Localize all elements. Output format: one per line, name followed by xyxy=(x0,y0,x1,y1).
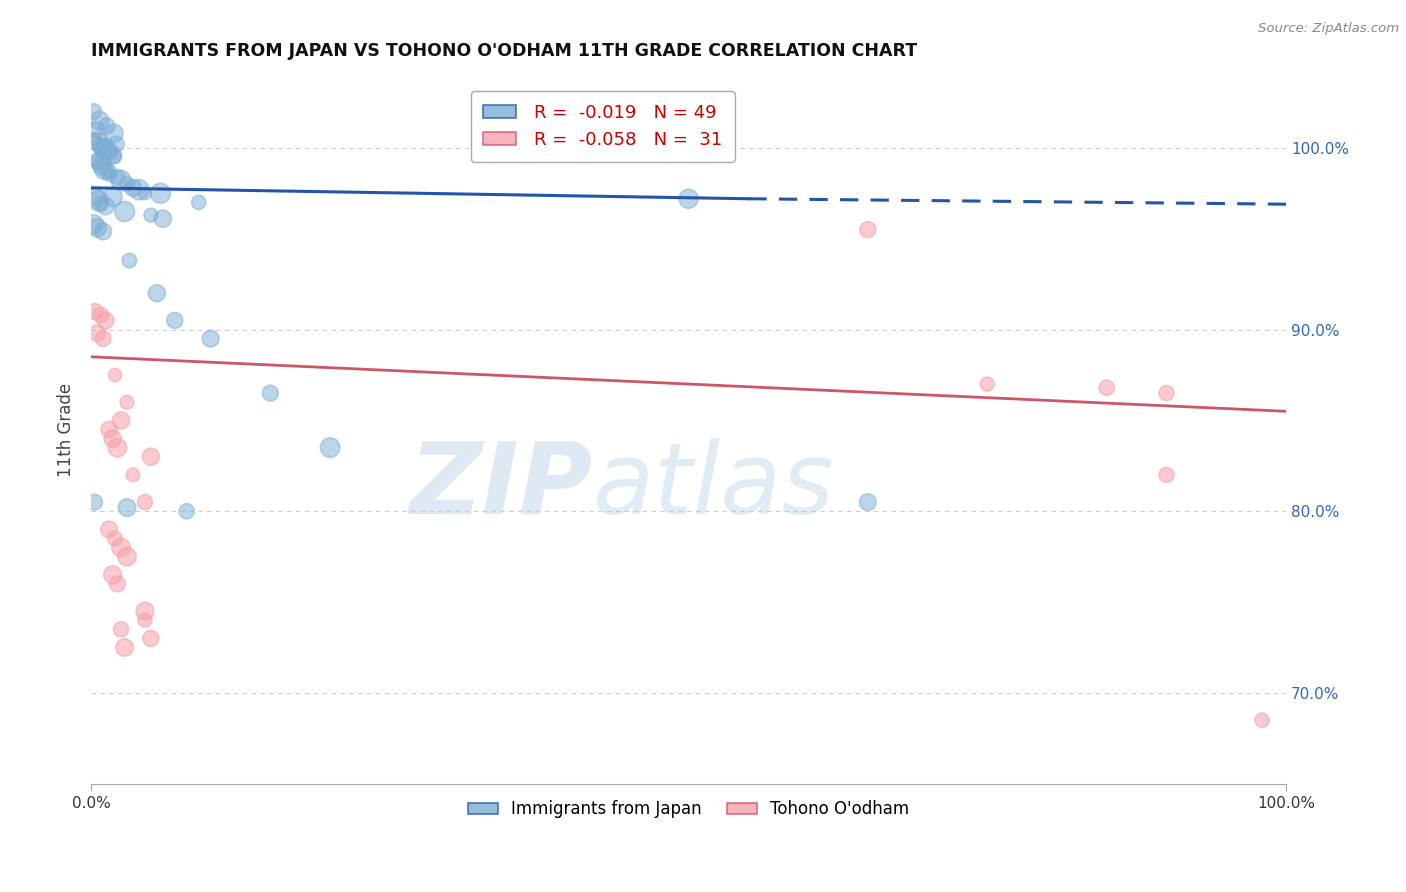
Point xyxy=(259,386,281,401)
Point xyxy=(122,467,145,482)
Point xyxy=(101,567,124,582)
Point xyxy=(976,377,998,392)
Point xyxy=(134,495,156,509)
Point xyxy=(107,577,129,591)
Legend: Immigrants from Japan, Tohono O'odham: Immigrants from Japan, Tohono O'odham xyxy=(461,794,915,825)
Point xyxy=(856,222,879,236)
Point xyxy=(152,211,174,226)
Point xyxy=(83,132,105,146)
Point xyxy=(90,197,112,211)
Point xyxy=(134,613,156,627)
Point xyxy=(104,150,127,164)
Point xyxy=(678,192,700,206)
Point xyxy=(115,178,138,192)
Point xyxy=(101,190,124,204)
Point xyxy=(163,313,186,327)
Y-axis label: 11th Grade: 11th Grade xyxy=(58,383,75,476)
Point xyxy=(86,326,108,341)
Point xyxy=(139,208,162,222)
Point xyxy=(86,153,108,168)
Point xyxy=(83,304,105,318)
Point xyxy=(107,441,129,455)
Point xyxy=(104,368,127,382)
Point xyxy=(128,183,150,197)
Point xyxy=(856,495,879,509)
Point xyxy=(115,549,138,564)
Point xyxy=(101,432,124,446)
Point xyxy=(146,286,169,301)
Point xyxy=(122,181,145,195)
Point xyxy=(94,313,117,327)
Point xyxy=(91,332,114,346)
Point xyxy=(1251,713,1274,727)
Text: ZIP: ZIP xyxy=(411,438,593,534)
Point xyxy=(96,119,118,133)
Point xyxy=(89,113,111,128)
Point xyxy=(319,441,342,455)
Point xyxy=(84,122,107,136)
Point xyxy=(91,224,114,238)
Point xyxy=(114,204,136,219)
Point xyxy=(1156,386,1178,401)
Point xyxy=(101,148,124,162)
Point xyxy=(103,126,125,140)
Point xyxy=(83,104,105,119)
Point xyxy=(149,186,172,201)
Point xyxy=(115,395,138,409)
Point xyxy=(1156,467,1178,482)
Point xyxy=(87,194,110,208)
Point xyxy=(94,199,117,213)
Point xyxy=(90,308,112,322)
Point xyxy=(94,143,117,157)
Point xyxy=(86,220,108,235)
Point xyxy=(91,141,114,155)
Point xyxy=(115,500,138,515)
Point xyxy=(98,168,121,182)
Point xyxy=(84,190,107,204)
Point xyxy=(110,541,132,555)
Point xyxy=(93,162,115,177)
Point xyxy=(134,604,156,618)
Point xyxy=(139,450,162,464)
Point xyxy=(83,495,105,509)
Point xyxy=(118,253,141,268)
Point xyxy=(87,136,110,150)
Point xyxy=(139,632,162,646)
Point xyxy=(83,217,105,231)
Point xyxy=(134,186,156,201)
Point xyxy=(105,137,128,152)
Point xyxy=(104,532,127,546)
Point xyxy=(98,522,121,536)
Text: Source: ZipAtlas.com: Source: ZipAtlas.com xyxy=(1258,22,1399,36)
Point xyxy=(90,159,112,173)
Point xyxy=(90,139,112,153)
Point xyxy=(200,332,222,346)
Point xyxy=(176,504,198,518)
Text: atlas: atlas xyxy=(593,438,835,534)
Text: IMMIGRANTS FROM JAPAN VS TOHONO O'ODHAM 11TH GRADE CORRELATION CHART: IMMIGRANTS FROM JAPAN VS TOHONO O'ODHAM … xyxy=(91,42,917,60)
Point xyxy=(98,145,121,159)
Point xyxy=(1095,381,1118,395)
Point xyxy=(107,169,129,184)
Point xyxy=(98,422,121,436)
Point xyxy=(97,164,120,178)
Point xyxy=(110,623,132,637)
Point xyxy=(110,173,132,187)
Point xyxy=(89,155,111,169)
Point xyxy=(187,195,209,210)
Point xyxy=(114,640,136,655)
Point xyxy=(110,413,132,427)
